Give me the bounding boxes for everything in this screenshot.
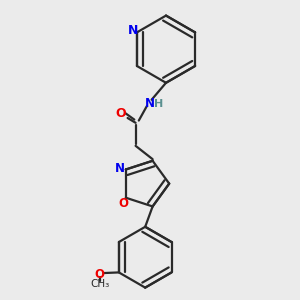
Text: N: N (128, 24, 138, 37)
Text: O: O (115, 107, 125, 120)
Text: O: O (95, 268, 105, 281)
Text: O: O (119, 197, 129, 210)
Text: CH₃: CH₃ (90, 279, 109, 289)
Text: H: H (154, 99, 163, 109)
Text: N: N (115, 162, 125, 175)
Text: N: N (145, 97, 155, 110)
